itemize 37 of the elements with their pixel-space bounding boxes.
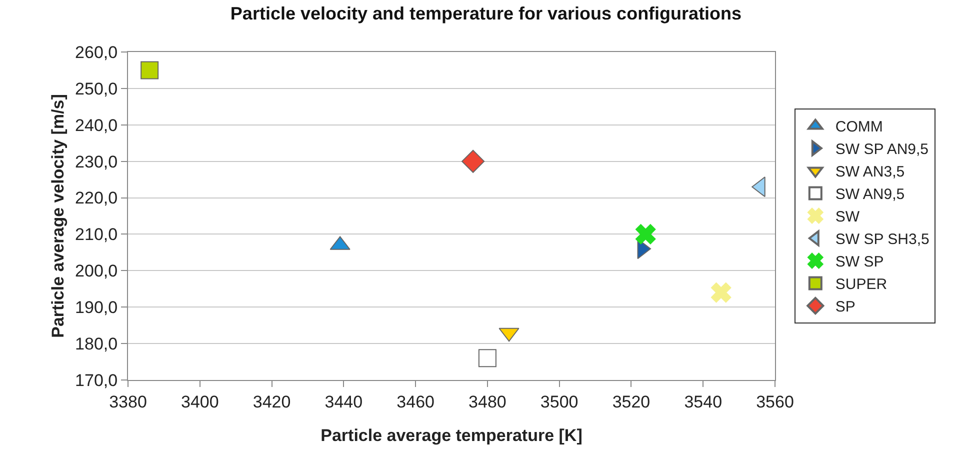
legend-label: SW: [835, 208, 860, 226]
legend-label: COMM: [835, 118, 883, 136]
y-tick-label: 180,0: [75, 334, 118, 354]
y-tick-label: 170,0: [75, 370, 118, 390]
point: [462, 150, 485, 173]
y-tick-label: 260,0: [75, 42, 118, 62]
legend-label: SW SP AN9,5: [835, 141, 929, 158]
legend-label: SP: [835, 298, 856, 316]
y-axis-title: Particle average velocity [m/s]: [48, 94, 68, 338]
y-tick-label: 200,0: [75, 262, 118, 281]
y-tick-label: 190,0: [75, 298, 118, 318]
x-tick-label: 3420: [252, 392, 291, 412]
point: [710, 282, 732, 303]
x-tick-label: 3560: [756, 392, 794, 412]
x-tick-label: 3380: [109, 392, 147, 412]
x-tick-label: 3540: [684, 392, 722, 412]
x-tick-label: 3520: [612, 392, 650, 412]
x-axis-title: Particle average temperature [K]: [320, 426, 582, 445]
point: [635, 224, 656, 244]
y-tick-label: 220,0: [75, 188, 118, 208]
x-tick-label: 3500: [540, 392, 578, 412]
x-tick-label: 3480: [468, 392, 506, 412]
y-tick-label: 210,0: [75, 225, 118, 244]
legend-label: SUPER: [835, 276, 888, 294]
x-tick-label: 3440: [324, 392, 363, 412]
legend-label: SW AN9,5: [835, 186, 905, 204]
x-tick-label: 3400: [180, 392, 219, 412]
chart-title: Particle velocity and temperature for various configurations: [230, 4, 742, 24]
x-tick-label: 3460: [396, 392, 434, 412]
legend-label: SW AN3,5: [835, 164, 905, 181]
point: [140, 61, 159, 80]
legend-label: SW SP: [835, 254, 884, 271]
y-tick-label: 250,0: [75, 79, 118, 98]
y-tick-label: 230,0: [75, 152, 118, 172]
y-tick-label: 240,0: [75, 116, 118, 135]
legend-label: SW SP SH3,5: [835, 231, 930, 248]
point: [478, 349, 496, 368]
